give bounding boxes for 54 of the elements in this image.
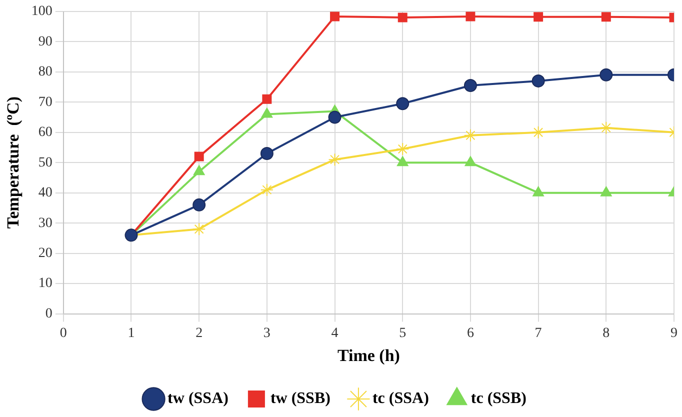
y-tick-label: 40 (38, 186, 52, 201)
point (192, 222, 206, 236)
point (532, 126, 545, 139)
y-tick-label: 10 (38, 276, 52, 292)
x-axis-title: Time (h) (337, 346, 400, 366)
point (601, 12, 611, 22)
point (466, 12, 476, 22)
y-tick-label: 50 (38, 155, 52, 170)
point (600, 68, 613, 82)
y-tick-label: 30 (38, 216, 52, 231)
x-tick-label: 2 (196, 326, 203, 341)
point (194, 152, 204, 162)
y-tick-label: 0 (45, 306, 52, 322)
y-tick-label: 60 (38, 125, 52, 140)
y-axis-title: Temperature (ºC) (4, 96, 23, 229)
y-tick-label: 90 (38, 34, 52, 50)
y-tick-label: 80 (38, 64, 52, 80)
x-tick-label: 7 (534, 326, 542, 341)
point (396, 156, 408, 166)
point (532, 186, 544, 196)
point (260, 147, 274, 160)
legend-label: tw (SSA) (168, 390, 228, 408)
point (600, 121, 613, 134)
legend-label: tc (SSA) (372, 390, 429, 408)
x-tick-label: 8 (602, 326, 610, 341)
point (464, 156, 476, 166)
point (262, 94, 272, 104)
x-tick-label: 0 (60, 326, 67, 341)
point (328, 153, 342, 166)
x-tick-label: 5 (399, 326, 406, 341)
legend-label: tc (SSB) (470, 390, 526, 408)
y-tick-label: 100 (31, 4, 52, 20)
x-tick-label: 4 (331, 326, 338, 341)
legend-label: tw (SSB) (270, 390, 330, 408)
point (396, 97, 410, 110)
point (261, 108, 273, 118)
y-tick-label: 70 (38, 94, 52, 110)
point (398, 12, 408, 22)
point (328, 110, 342, 124)
point (600, 186, 612, 196)
point (192, 198, 206, 212)
point (532, 74, 545, 88)
x-tick-label: 1 (128, 326, 135, 341)
x-tick-label: 9 (670, 326, 678, 341)
x-tick-label: 3 (263, 326, 270, 341)
point (260, 183, 274, 196)
point (193, 165, 205, 176)
point (534, 12, 544, 22)
point (464, 78, 477, 92)
point (330, 12, 340, 22)
point (396, 142, 410, 156)
point (464, 128, 477, 142)
y-tick-label: 20 (38, 246, 52, 261)
x-tick-label: 6 (466, 326, 474, 341)
